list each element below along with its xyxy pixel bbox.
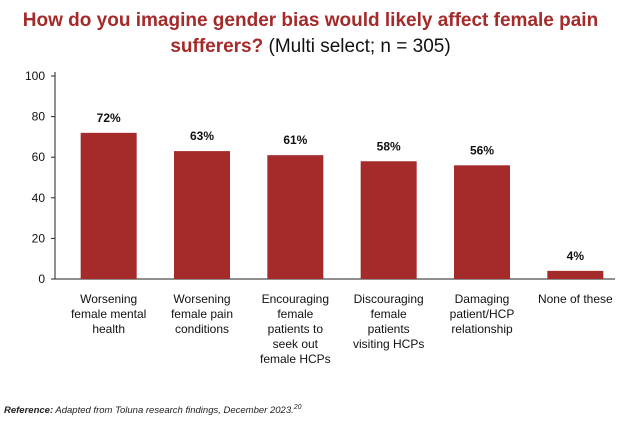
x-category-label-line: relationship (451, 322, 513, 336)
x-category-label-line: Discouraging (354, 292, 424, 306)
x-category-label-line: female mental (71, 307, 146, 321)
x-category-label-line: female pain (171, 307, 233, 321)
bar-value-label: 63% (190, 129, 214, 143)
x-category-label-line: None of these (538, 292, 613, 306)
bar-value-label: 56% (470, 143, 494, 157)
x-category-label-line: patients to (268, 322, 324, 336)
y-tick-label: 100 (25, 69, 45, 83)
y-tick-label: 20 (32, 231, 46, 245)
bar (80, 132, 137, 279)
y-tick-label: 60 (32, 150, 46, 164)
reference-text: Adapted from Toluna research findings, D… (53, 405, 294, 417)
x-category-label-line: female (371, 307, 407, 321)
bar (267, 155, 324, 279)
x-category-label: Worsening female mental health (71, 292, 146, 336)
bar (454, 165, 510, 279)
x-category-label: Worsening female pain conditions (171, 292, 233, 336)
x-category-label-line: patients (368, 322, 410, 336)
x-category-label-line: female HCPs (260, 352, 331, 366)
reference-footer: Reference: Adapted from Toluna research … (4, 404, 302, 416)
reference-superscript: 20 (293, 404, 302, 411)
x-category-label-line: health (92, 322, 125, 336)
x-category-label: Encouraging female patients to seek out fema… (260, 292, 331, 366)
x-category-label-line: Worsening (173, 292, 230, 306)
x-category-label-line: conditions (175, 322, 229, 336)
x-category-label-line: Encouraging (262, 292, 329, 306)
bar-value-label: 4% (567, 249, 585, 263)
chart-title-main: How do you imagine gender bias would lik… (22, 10, 599, 57)
reference-label: Reference: (4, 405, 54, 417)
bar (174, 151, 230, 279)
y-tick-label: 40 (32, 191, 46, 205)
x-category-label-line: female (277, 307, 313, 321)
x-category-label-line: Damaging (455, 292, 510, 306)
x-category-label: Damaging patient/HCP relationship (450, 292, 515, 336)
bar-value-label: 58% (377, 139, 401, 153)
chart-subtitle: (Multi select; n = 305) (268, 36, 451, 57)
y-tick-label: 80 (32, 110, 46, 124)
y-tick-label: 0 (38, 272, 45, 286)
bar (360, 161, 417, 279)
chart-title: How do you imagine gender bias would lik… (0, 8, 621, 60)
bar-value-label: 61% (283, 133, 307, 147)
bar (547, 270, 604, 279)
x-category-label-line: Worsening (80, 292, 137, 306)
x-category-label-line: patient/HCP (450, 307, 515, 321)
bar-value-label: 72% (97, 111, 121, 125)
x-category-label: Discouraging female patients visiting HCPs (353, 292, 424, 351)
x-category-label-line: visiting HCPs (353, 337, 424, 351)
x-category-label-line: seek out (273, 337, 319, 351)
x-category-label: None of these (538, 292, 613, 306)
